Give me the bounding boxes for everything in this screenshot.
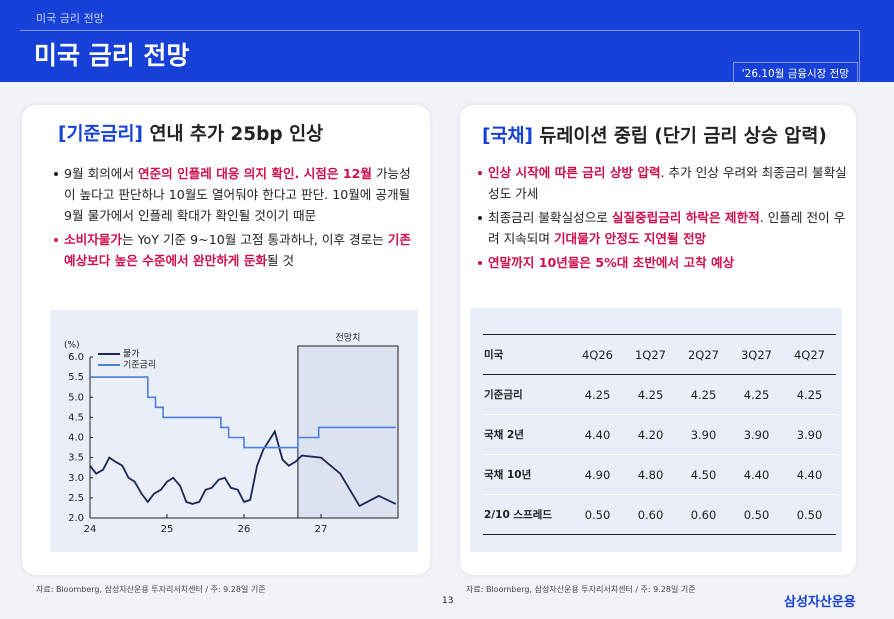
x-tick-label: 25 [161,524,174,535]
x-tick-label: 26 [238,524,251,535]
row: 국채 2년 4.40 4.20 3.90 3.90 3.90 [483,414,836,455]
bullet-text: 소비자물가 [64,232,122,247]
bullet-text: . 추가 인상 우려와 최종금리 불확실성도 가세 [488,165,847,201]
y-tick-label: 3.0 [68,473,84,484]
bullet: 최종금리 불확실성으로 실질중립금리 하락은 제한적. 인플레 전이 우려 지속… [476,207,848,249]
bullet: 9월 회의에서 연준의 인플레 대응 의지 확인. 시점은 12월 가능성이 높… [52,163,420,226]
cell: 2/10 스프레드 [483,494,571,535]
line [89,429,397,508]
source: 자료: Bloomberg, 삼성자산운용 투자리서치센터 / 주: 9.28일… [466,585,696,594]
bullet-text: 인상 시작에 따른 금리 상방 압력 [488,165,661,180]
header-row: 미국 4Q26 1Q27 2Q27 3Q27 4Q27 [483,334,836,375]
title-text: 연내 추가 25bp 인상 [143,124,324,145]
y-tick-label: 2.0 [68,513,84,524]
bullet-text: 연말까지 10년물은 5%대 초반에서 고착 예상 [488,255,735,270]
line [90,376,396,449]
cell: 4.50 [677,454,730,495]
cell: 4.20 [624,414,677,455]
cell: 4.25 [624,374,677,415]
panel-title: [기준금리] 연내 추가 25bp 인상 [58,120,323,146]
header-cell: 2Q27 [677,334,730,375]
cell: 4.90 [571,454,624,495]
tag: [기준금리] [58,124,143,145]
y-tick-label: 2.5 [68,493,84,504]
cell: 0.60 [624,494,677,535]
header-cell: 4Q27 [783,334,836,375]
y-tick-label: 6.0 [68,352,84,363]
bullet-text: 9월 회의에서 [64,166,138,181]
bullet-text: 기대물가 안정도 지연될 전망 [553,231,707,246]
page-title: 미국 금리 전망 [34,41,190,70]
bullet: 인상 시작에 따른 금리 상방 압력. 추가 인상 우려와 최종금리 불확실성도… [476,162,848,204]
forecast-shade [297,345,399,519]
x-tick-label: 24 [84,524,97,535]
chart: 전망치 (%) 2.0 2.5 3.0 3.5 4.0 4.5 5.0 5.5 6.0 24 25 26 2… [64,332,399,535]
cell: 4.25 [730,374,783,415]
y-tick-label: 3.5 [68,453,84,464]
bullet-text: 될 것 [266,253,295,268]
cell: 0.60 [677,494,730,535]
bullet-text: 실질중립금리 하락은 제한적 [611,210,760,225]
header-rule [859,30,860,82]
forecast-label: 전망치 [336,332,361,344]
panel-title: [국채] 듀레이션 중립 (단기 금리 상승 압력) [482,122,827,148]
cell: 기준금리 [483,374,571,415]
y-axis-label: (%) [64,341,80,351]
y-tick-label: 5.0 [68,392,84,403]
cell: 0.50 [571,494,624,535]
bullet-text: 최종금리 불확실성으로 [488,210,612,225]
logo: 삼성자산운용 [784,595,856,610]
header-rule [20,30,860,31]
forecast-table: 미국 4Q26 1Q27 2Q27 3Q27 4Q27 기준금리 4.25 4.25 4.25 4.… [483,334,836,535]
header-cell: 3Q27 [730,334,783,375]
source: 자료: Bloomberg, 삼성자산운용 투자리서치센터 / 주: 9.28일… [36,585,266,594]
y-tick-label: 5.5 [68,372,84,383]
row: 2/10 스프레드 0.50 0.60 0.60 0.50 0.50 [483,494,836,535]
cell: 4.80 [624,454,677,495]
cell: 국채 2년 [483,414,571,455]
cell: 3.90 [730,414,783,455]
cell: 0.50 [730,494,783,535]
cell: 국채 10년 [483,454,571,495]
cell: 4.40 [783,454,836,495]
bullets: 9월 회의에서 연준의 인플레 대응 의지 확인. 시점은 12월 가능성이 높… [52,163,420,274]
header-cell: 미국 [483,334,571,375]
bullet: 소비자물가는 YoY 기준 9~10월 고점 통과하나, 이후 경로는 기존 예… [52,229,420,271]
badge: '26.10월 금융시장 전망 [732,62,858,82]
cell: 3.90 [677,414,730,455]
row: 국채 10년 4.90 4.80 4.50 4.40 4.40 [483,454,836,495]
breadcrumb: 미국 금리 전망 [36,12,104,25]
cell: 4.40 [571,414,624,455]
chart-box: 전망치 (%) 2.0 2.5 3.0 3.5 4.0 4.5 5.0 5.5 6.0 24 25 26 2… [50,310,418,552]
legend-label: 기준금리 [123,360,156,371]
header-cell: 1Q27 [624,334,677,375]
cell: 4.25 [783,374,836,415]
header-band [0,0,894,82]
bullets: 인상 시작에 따른 금리 상방 압력. 추가 인상 우려와 최종금리 불확실성도… [476,162,848,276]
bullet-text: 가능성이 높다고 판단하나 10월도 열어둬야 한다고 판단. 10월에 공개될… [64,166,411,223]
page-number: 13 [442,596,454,606]
title-text: 듀레이션 중립 (단기 금리 상승 압력) [532,126,827,147]
header-cell: 4Q26 [571,334,624,375]
bullet-text: 는 YoY 기준 9~10월 고점 통과하나, 이후 경로는 [121,232,388,247]
bullet-text: . 인플레 전이 우려 지속되며 [488,210,846,246]
row: 기준금리 4.25 4.25 4.25 4.25 4.25 [483,374,836,415]
cell: 3.90 [783,414,836,455]
tag: [국채] [482,126,533,147]
legend-label: 물가 [123,349,140,360]
x-tick-label: 27 [315,524,328,535]
cell: 0.50 [783,494,836,535]
y-tick-label: 4.0 [68,433,84,444]
cell: 4.40 [730,454,783,495]
cell: 4.25 [677,374,730,415]
bullet-text: 연준의 인플레 대응 의지 확인. 시점은 12월 [137,166,372,181]
bullet-text: 기존 예상보다 높은 수준에서 완만하게 둔화 [64,232,411,268]
cell: 4.25 [571,374,624,415]
bullet: 연말까지 10년물은 5%대 초반에서 고착 예상 [476,252,848,273]
y-tick-label: 4.5 [68,412,84,423]
